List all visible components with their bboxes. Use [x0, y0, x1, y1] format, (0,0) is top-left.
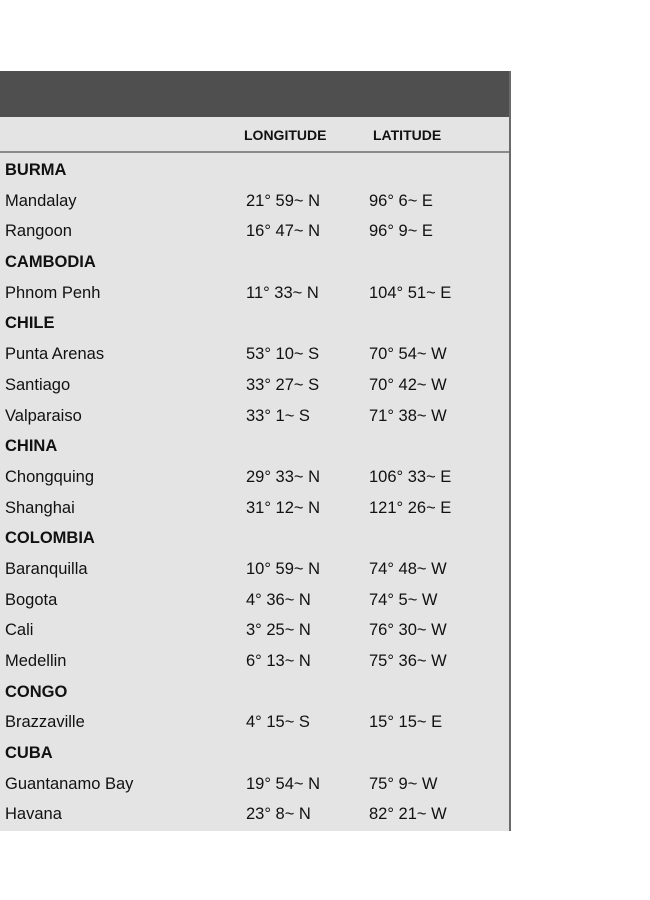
longitude-value: 33° 1~ S [246, 406, 310, 425]
city-name: Bogota [5, 590, 58, 609]
city-name: Chongquing [5, 467, 94, 486]
table-row: Valparaiso 33° 1~ S 71° 38~ W [0, 402, 509, 433]
country-group-row: CUBA [0, 739, 509, 770]
table-row: Medellin 6° 13~ N 75° 36~ W [0, 647, 509, 678]
longitude-value: 53° 10~ S [246, 345, 320, 364]
longitude-value: 31° 12~ N [246, 498, 321, 517]
column-header-row: LONGITUDE LATITUDE [0, 117, 509, 153]
latitude-value: 70° 42~ W [369, 375, 447, 394]
city-name: Havana [5, 805, 62, 824]
city-name: Phnom Penh [5, 283, 101, 302]
longitude-value: 23° 8~ N [246, 805, 311, 824]
latitude-value: 75° 36~ W [369, 652, 447, 670]
latitude-value: 71° 38~ W [369, 406, 447, 425]
country-group-row: COLOMBIA [0, 524, 509, 555]
longitude-value: 4° 15~ S [246, 713, 310, 732]
longitude-value: 19° 54~ N [246, 774, 321, 793]
country-name: CAMBODIA [5, 253, 96, 272]
city-name: Valparaiso [5, 406, 82, 425]
longitude-value: 3° 25~ N [246, 621, 311, 640]
city-name: Guantanamo Bay [5, 774, 134, 793]
longitude-value: 21° 59~ N [246, 191, 321, 210]
city-name: Baranquilla [5, 559, 88, 578]
table-row: Chongquing 29° 33~ N 106° 33~ E [0, 463, 509, 494]
country-name: COLOMBIA [5, 529, 95, 548]
table-row: Rangoon 16° 47~ N 96° 9~ E [0, 217, 509, 248]
city-name: Santiago [5, 375, 71, 394]
latitude-value: 82° 21~ W [369, 805, 447, 824]
city-name: Medellin [5, 652, 67, 670]
table-row: Shanghai 31° 12~ N 121° 26~ E [0, 494, 509, 525]
table-row: Baranquilla 10° 59~ N 74° 48~ W [0, 555, 509, 586]
latitude-value: 15° 15~ E [369, 713, 443, 732]
table-row: Mandalay 21° 59~ N 96° 6~ E [0, 187, 509, 218]
table-row: Havana 23° 8~ N 82° 21~ W [0, 800, 509, 831]
city-name: Rangoon [5, 222, 72, 241]
table-row: Punta Arenas 53° 10~ S 70° 54~ W [0, 340, 509, 371]
longitude-header: LONGITUDE [244, 127, 327, 143]
latitude-value: 70° 54~ W [369, 345, 447, 364]
latitude-value: 121° 26~ E [369, 498, 452, 517]
country-group-row: CHILE [0, 309, 509, 340]
country-name: CONGO [5, 682, 68, 701]
longitude-value: 29° 33~ N [246, 467, 321, 486]
latitude-value: 75° 9~ W [369, 774, 438, 793]
longitude-value: 10° 59~ N [246, 559, 321, 578]
latitude-value: 76° 30~ W [369, 621, 447, 640]
longitude-value: 6° 13~ N [246, 652, 311, 670]
table-row: Bogota 4° 36~ N 74° 5~ W [0, 586, 509, 617]
longitude-value: 11° 33~ N [246, 283, 319, 302]
latitude-header: LATITUDE [373, 127, 442, 143]
country-group-row: CHINA [0, 432, 509, 463]
latitude-value: 106° 33~ E [369, 467, 452, 486]
table-body: BURMA Mandalay 21° 59~ N 96° 6~ E Rangoon 16°… [0, 153, 509, 831]
longitude-value: 4° 36~ N [246, 590, 311, 609]
city-name: Mandalay [5, 191, 77, 210]
table-row: Phnom Penh 11° 33~ N 104° 51~ E [0, 279, 509, 310]
latitude-value: 96° 6~ E [369, 191, 433, 210]
longitude-value: 33° 27~ S [246, 375, 320, 394]
latitude-value: 104° 51~ E [369, 283, 452, 302]
country-name: CHINA [5, 437, 58, 456]
table-title-bar [0, 71, 509, 117]
city-name: Punta Arenas [5, 345, 105, 364]
country-group-row: CAMBODIA [0, 248, 509, 279]
latitude-value: 96° 9~ E [369, 222, 433, 241]
table-row: Guantanamo Bay 19° 54~ N 75° 9~ W [0, 770, 509, 801]
coordinates-table: LONGITUDE LATITUDE BURMA Mandalay 21° 59~ … [0, 71, 511, 831]
country-group-row: CONGO [0, 678, 509, 709]
table-row: Brazzaville 4° 15~ S 15° 15~ E [0, 708, 509, 739]
country-name: BURMA [5, 161, 67, 179]
country-group-row: BURMA [0, 156, 509, 187]
city-name: Brazzaville [5, 713, 85, 732]
city-name: Cali [5, 621, 34, 640]
table-row: Cali 3° 25~ N 76° 30~ W [0, 616, 509, 647]
country-name: CUBA [5, 744, 53, 763]
country-name: CHILE [5, 314, 55, 333]
table-row: Santiago 33° 27~ S 70° 42~ W [0, 371, 509, 402]
latitude-value: 74° 48~ W [369, 559, 447, 578]
longitude-value: 16° 47~ N [246, 222, 321, 241]
city-name: Shanghai [5, 498, 75, 517]
latitude-value: 74° 5~ W [369, 590, 438, 609]
